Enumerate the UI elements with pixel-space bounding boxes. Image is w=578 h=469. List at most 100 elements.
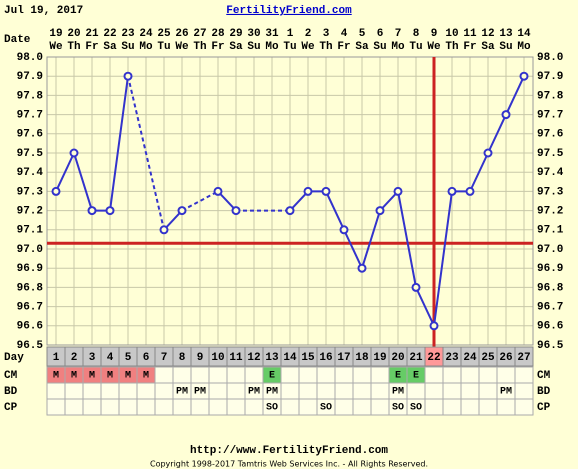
table-cell xyxy=(460,366,480,384)
table-cell xyxy=(424,366,444,384)
y-tick-label: 97.2 xyxy=(17,206,43,218)
day-number: 4 xyxy=(107,352,114,364)
date-label: 29 xyxy=(229,28,242,40)
site-link[interactable]: FertilityFriend.com xyxy=(226,5,352,17)
row-value: M xyxy=(53,371,59,382)
temp-point xyxy=(429,321,439,331)
table-cell xyxy=(442,382,462,400)
table-cell xyxy=(208,382,228,400)
temp-point xyxy=(231,206,241,216)
date-label: 23 xyxy=(121,28,135,40)
date-label: 19 xyxy=(49,28,62,40)
temp-point xyxy=(123,71,133,81)
temp-point xyxy=(375,206,385,216)
table-cell xyxy=(280,382,300,400)
table-cell xyxy=(460,398,480,416)
row-label: BD xyxy=(4,386,18,398)
date-label: 21 xyxy=(85,28,99,40)
table-cell xyxy=(496,366,516,384)
y-tick-label: 97.0 xyxy=(17,244,43,256)
row-value: M xyxy=(107,371,113,382)
table-cell xyxy=(298,382,318,400)
date-label: 3 xyxy=(323,28,330,40)
temp-point xyxy=(51,186,61,196)
row-value: SO xyxy=(392,403,404,414)
weekday-label: Su xyxy=(121,41,134,53)
table-cell xyxy=(118,398,138,416)
weekday-label: Sa xyxy=(481,41,495,53)
temp-point xyxy=(519,71,529,81)
temp-point xyxy=(87,206,97,216)
table-cell xyxy=(154,398,174,416)
day-number: 26 xyxy=(499,352,512,364)
date-label: 20 xyxy=(67,28,80,40)
table-cell xyxy=(226,398,246,416)
table-cell xyxy=(352,382,372,400)
temp-point xyxy=(285,206,295,216)
table-cell xyxy=(226,382,246,400)
table-cell xyxy=(478,382,498,400)
row-label: CM xyxy=(4,370,18,382)
weekday-label: Mo xyxy=(517,41,531,53)
table-cell xyxy=(244,398,264,416)
temp-point xyxy=(105,206,115,216)
date-label: 1 xyxy=(287,28,294,40)
y-tick-label-right: 96.8 xyxy=(537,282,564,294)
day-cell xyxy=(514,346,534,367)
day-number: 11 xyxy=(229,352,243,364)
y-tick-label: 96.8 xyxy=(17,282,44,294)
y-tick-label-right: 96.5 xyxy=(537,340,564,352)
date-label: 22 xyxy=(103,28,116,40)
date-label: 26 xyxy=(175,28,188,40)
table-cell xyxy=(370,398,390,416)
table-cell xyxy=(208,398,228,416)
y-tick-label: 96.6 xyxy=(17,321,43,333)
day-number: 14 xyxy=(283,352,297,364)
temp-point xyxy=(447,186,457,196)
table-cell xyxy=(46,382,66,400)
table-cell xyxy=(514,382,534,400)
date-label: 5 xyxy=(359,28,366,40)
weekday-label: Fr xyxy=(211,41,224,53)
table-cell xyxy=(316,366,336,384)
plot-frame xyxy=(46,56,534,346)
day-number: 9 xyxy=(197,352,204,364)
date-label: 8 xyxy=(413,28,420,40)
table-cell xyxy=(82,398,102,416)
row-value: SO xyxy=(266,403,278,414)
weekday-label: Fr xyxy=(337,41,350,53)
y-tick-label: 97.1 xyxy=(17,225,44,237)
weekday-label: Mo xyxy=(139,41,153,53)
table-cell xyxy=(244,366,264,384)
row-value: PM xyxy=(392,387,404,398)
row-value: E xyxy=(395,371,401,382)
day-number: 21 xyxy=(409,352,423,364)
weekday-label: Tu xyxy=(409,41,422,53)
table-cell xyxy=(154,366,174,384)
table-cell xyxy=(172,398,192,416)
y-tick-label-right: 97.1 xyxy=(537,225,564,237)
table-cell xyxy=(136,382,156,400)
day-number: 18 xyxy=(355,352,369,364)
weekday-label: Sa xyxy=(229,41,243,53)
date-label: 2 xyxy=(305,28,312,40)
row-value: SO xyxy=(410,403,422,414)
row-value: M xyxy=(71,371,77,382)
row-value: PM xyxy=(248,387,260,398)
table-cell xyxy=(460,382,480,400)
weekday-label: Sa xyxy=(103,41,117,53)
y-tick-label-right: 97.8 xyxy=(537,90,564,102)
y-tick-label-right: 96.7 xyxy=(537,302,563,314)
day-number: 7 xyxy=(161,352,168,364)
weekday-label: Su xyxy=(499,41,512,53)
temp-point xyxy=(357,263,367,273)
day-number: 22 xyxy=(427,352,440,364)
row-value: M xyxy=(125,371,131,382)
table-cell xyxy=(424,382,444,400)
weekday-label: Tu xyxy=(283,41,296,53)
y-tick-label: 97.6 xyxy=(17,129,43,141)
day-number: 27 xyxy=(517,352,530,364)
table-cell xyxy=(118,382,138,400)
table-cell xyxy=(334,366,354,384)
day-number: 3 xyxy=(89,352,96,364)
